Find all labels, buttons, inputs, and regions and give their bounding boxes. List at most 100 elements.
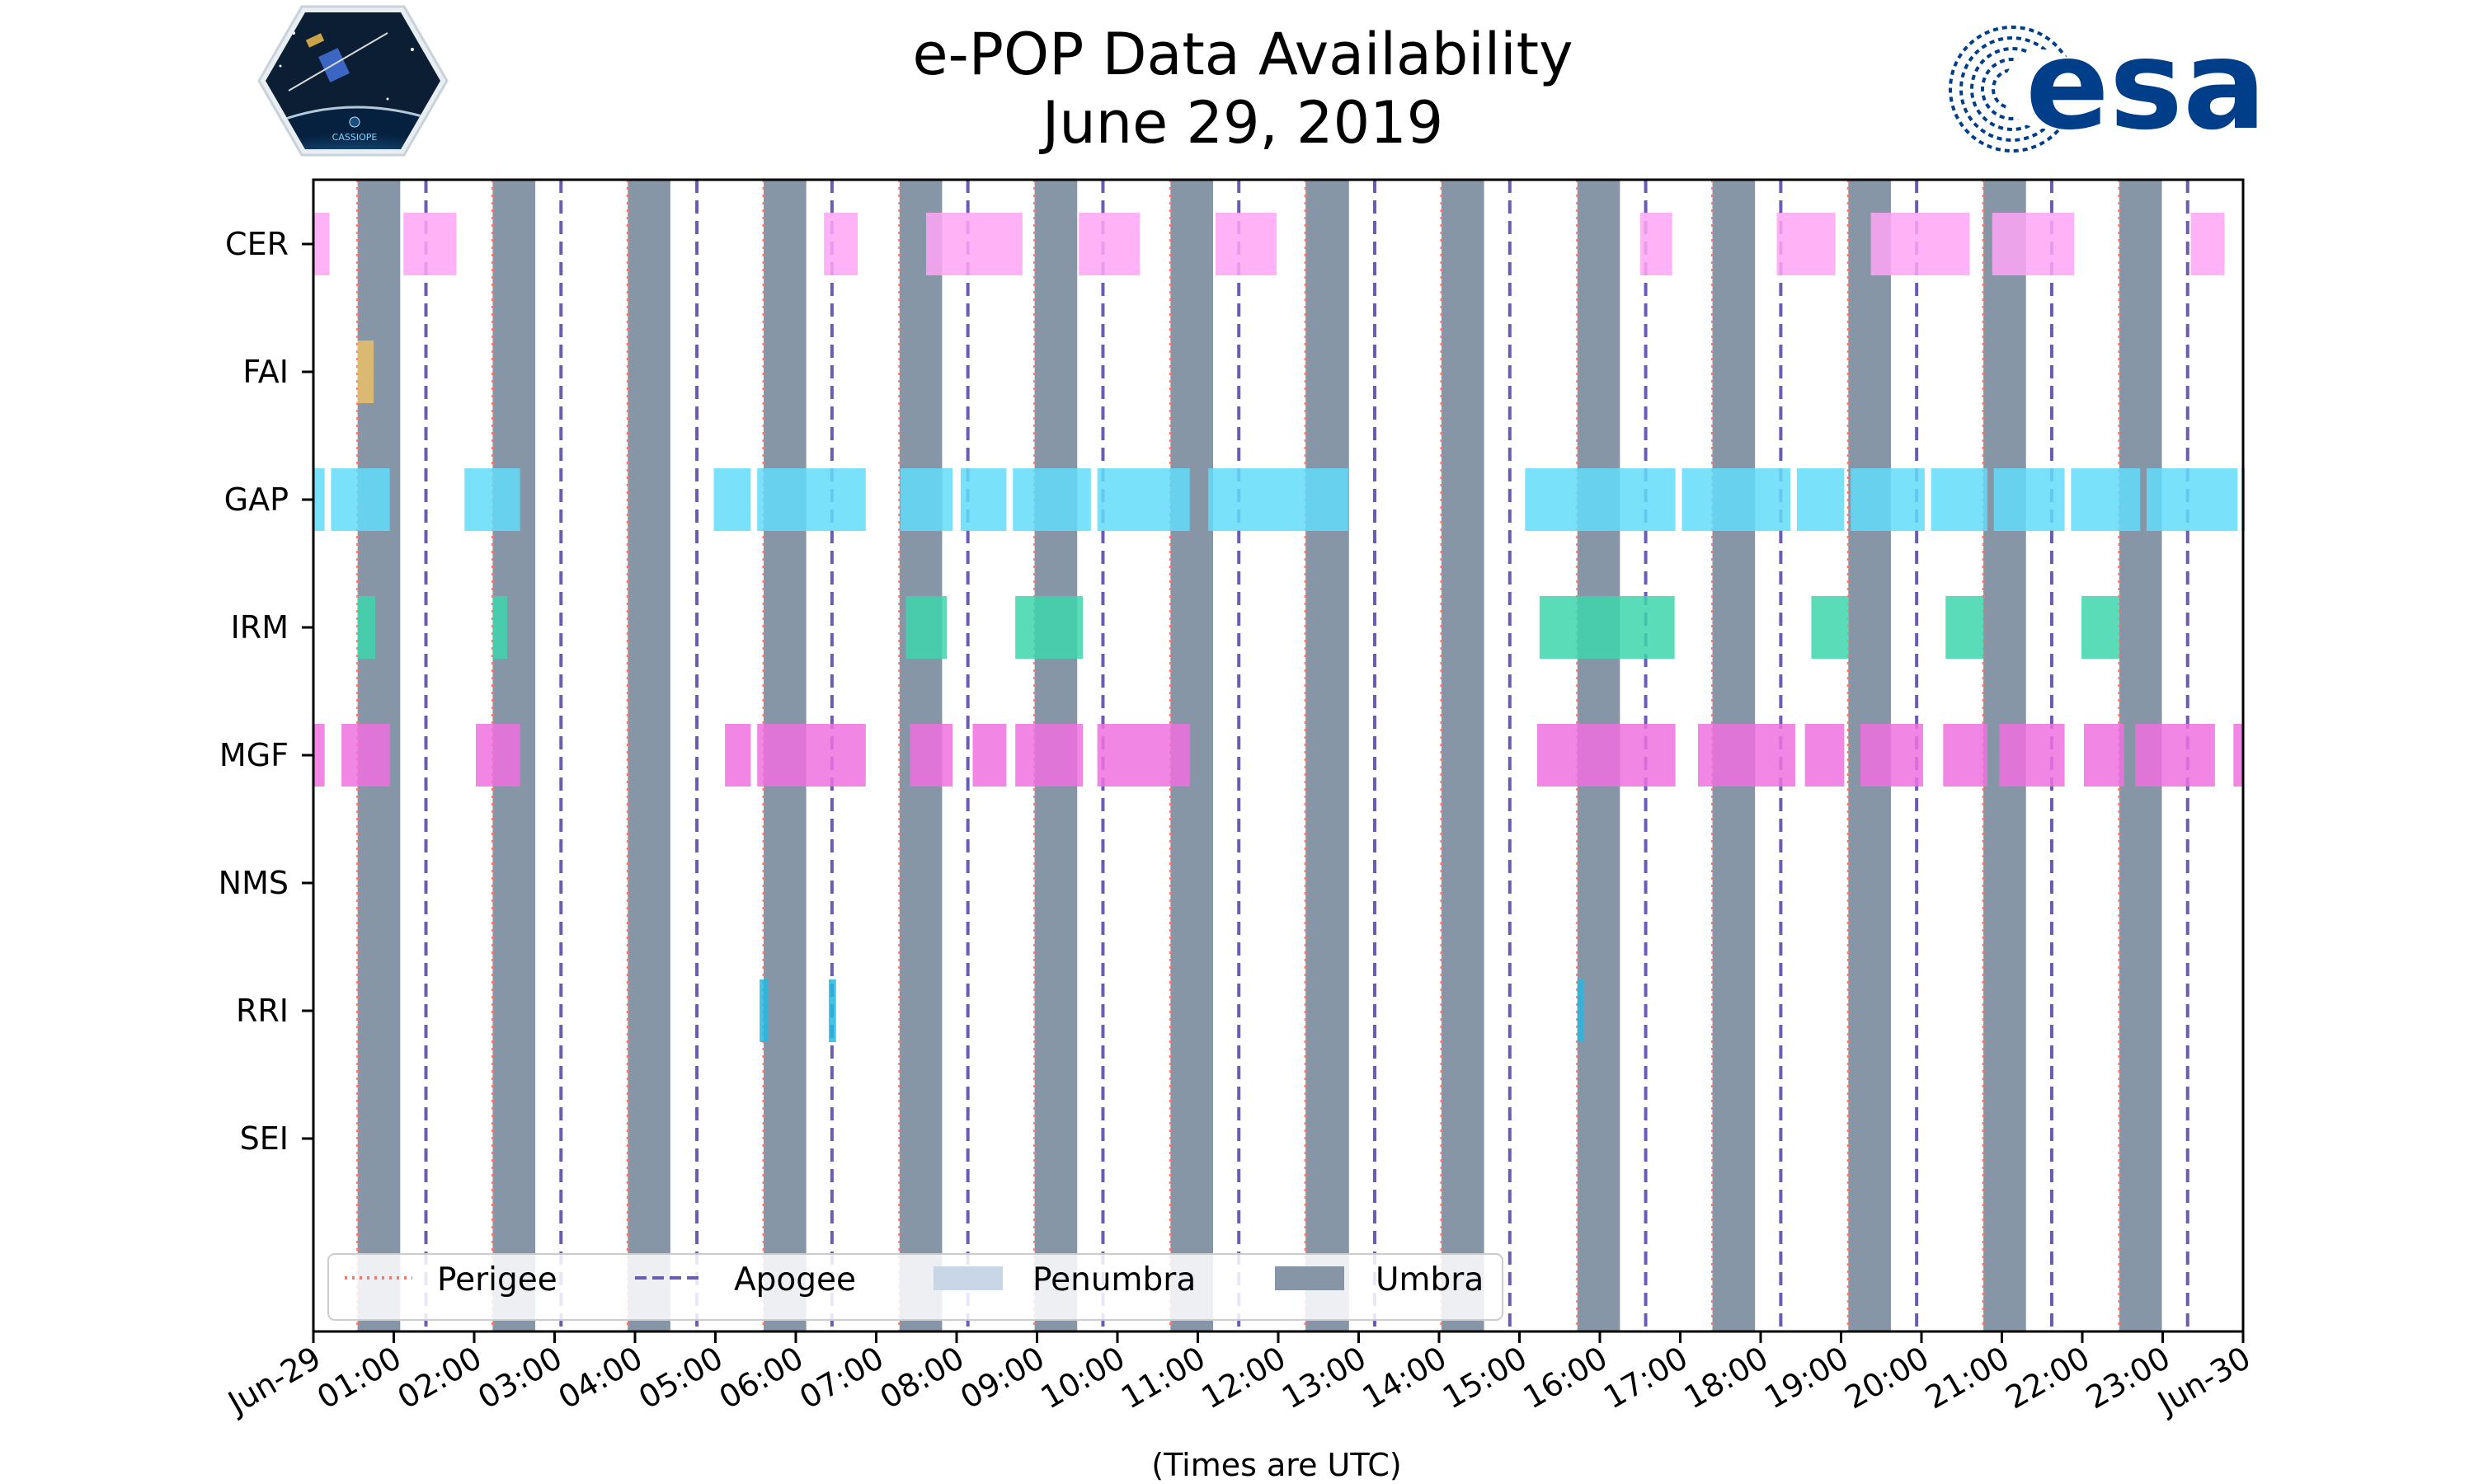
x-axis: Jun-2901:0002:0003:0004:0005:0006:0007:0… xyxy=(221,1331,2257,1422)
availability-bar-gap xyxy=(2071,468,2141,531)
availability-bar-cer xyxy=(1870,213,1970,275)
availability-bar-irm xyxy=(2081,596,2119,659)
x-tick-label: 05:00 xyxy=(633,1340,729,1416)
x-tick-label: 08:00 xyxy=(874,1340,971,1416)
x-tick-label: 11:00 xyxy=(1115,1340,1211,1416)
availability-bar-mgf xyxy=(1999,724,2065,787)
umbra-band xyxy=(1441,180,1484,1331)
availability-bar-cer xyxy=(1215,213,1277,275)
availability-bar-gap xyxy=(1993,468,2065,531)
availability-bar-cer xyxy=(2190,213,2225,275)
apogee-layer xyxy=(424,180,2189,1331)
availability-bar-mgf xyxy=(313,724,325,787)
availability-bar-cer xyxy=(1639,213,1672,275)
availability-bar-gap xyxy=(1208,468,1348,531)
availability-bar-rri xyxy=(760,979,769,1042)
availability-bar-cer xyxy=(1079,213,1141,275)
availability-bar-mgf xyxy=(1536,724,1676,787)
y-tick-label: SEI xyxy=(240,1120,289,1157)
x-tick-label: 09:00 xyxy=(954,1340,1051,1416)
legend-umbra-label: Umbra xyxy=(1376,1261,1484,1298)
availability-bar-cer xyxy=(403,213,457,275)
x-tick-label: 07:00 xyxy=(793,1340,890,1416)
cassiope-logo: CASSIOPE xyxy=(257,5,449,157)
availability-bar-mgf xyxy=(1943,724,1987,787)
availability-bar-mgf xyxy=(2083,724,2124,787)
y-tick-label: NMS xyxy=(219,865,289,901)
availability-bar-irm xyxy=(1539,596,1675,659)
legend-perigee-label: Perigee xyxy=(437,1261,557,1298)
legend-umbra-swatch xyxy=(1275,1266,1344,1290)
cassiope-logo-text: CASSIOPE xyxy=(332,132,378,143)
y-tick-label: MGF xyxy=(219,737,289,773)
x-tick-label: Jun-30 xyxy=(2151,1340,2257,1422)
availability-bar-cer xyxy=(1992,213,2075,275)
availability-bar-mgf xyxy=(725,724,751,787)
availability-bar-mgf xyxy=(1697,724,1795,787)
x-tick-label: 12:00 xyxy=(1196,1340,1292,1416)
availability-bar-gap xyxy=(1931,468,1987,531)
availability-bar-gap xyxy=(757,468,866,531)
x-tick-label: 14:00 xyxy=(1357,1340,1453,1416)
availability-bar-gap xyxy=(464,468,520,531)
umbra-band xyxy=(628,180,670,1331)
x-tick-label: 04:00 xyxy=(553,1340,649,1416)
legend-penumbra-swatch xyxy=(934,1266,1003,1290)
availability-bar-irm xyxy=(1811,596,1849,659)
availability-bar-gap xyxy=(1013,468,1091,531)
x-tick-label: 10:00 xyxy=(1035,1340,1131,1416)
x-tick-label: 06:00 xyxy=(713,1340,810,1416)
availability-bar-mgf xyxy=(1860,724,1923,787)
x-tick-label: 18:00 xyxy=(1678,1340,1775,1416)
availability-bar-irm xyxy=(492,596,507,659)
x-tick-label: 15:00 xyxy=(1437,1340,1533,1416)
x-tick-label: 20:00 xyxy=(1839,1340,1935,1416)
availability-bar-gap xyxy=(1796,468,1845,531)
availability-bar-gap xyxy=(1681,468,1791,531)
availability-bar-cer xyxy=(824,213,858,275)
x-tick-label: 16:00 xyxy=(1517,1340,1614,1416)
availability-bar-gap xyxy=(331,468,390,531)
x-tick-label: 02:00 xyxy=(392,1340,488,1416)
x-tick-label: 19:00 xyxy=(1758,1340,1855,1416)
y-tick-label: RRI xyxy=(236,993,289,1029)
availability-bar-mgf xyxy=(972,724,1007,787)
availability-bar-irm xyxy=(905,596,948,659)
availability-bar-gap xyxy=(1851,468,1925,531)
availability-bar-gap xyxy=(2147,468,2238,531)
y-tick-label: IRM xyxy=(231,609,289,646)
x-tick-label: 22:00 xyxy=(2000,1340,2096,1416)
y-tick-label: CER xyxy=(225,226,289,262)
plot-area xyxy=(312,178,2246,1333)
availability-bar-irm xyxy=(1945,596,1984,659)
availability-bar-gap xyxy=(1097,468,1190,531)
availability-bar-cer xyxy=(313,213,330,275)
esa-logo-text: esa xyxy=(2025,14,2266,157)
availability-bar-mgf xyxy=(910,724,953,787)
availability-bar-mgf xyxy=(757,724,866,787)
availability-bars xyxy=(313,213,2246,1042)
availability-bar-gap xyxy=(960,468,1007,531)
availability-bar-mgf xyxy=(475,724,520,787)
chart-subtitle: June 29, 2019 xyxy=(1039,89,1443,157)
availability-bar-mgf xyxy=(2135,724,2215,787)
y-tick-label: GAP xyxy=(224,481,289,518)
legend-box xyxy=(327,1253,1503,1321)
availability-bar-rri xyxy=(1577,979,1584,1042)
availability-bar-cer xyxy=(1776,213,1836,275)
x-tick-label: 03:00 xyxy=(472,1340,568,1416)
y-tick-label: FAI xyxy=(242,354,289,390)
x-axis-label: (Times are UTC) xyxy=(1151,1447,1401,1483)
legend-penumbra-label: Penumbra xyxy=(1032,1261,1196,1298)
availability-bar-mgf xyxy=(1015,724,1084,787)
chart-title: e-POP Data Availability xyxy=(912,21,1573,88)
legend: Perigee Apogee Penumbra Umbra xyxy=(327,1253,1503,1321)
availability-bar-mgf xyxy=(341,724,390,787)
x-tick-label: 21:00 xyxy=(1919,1340,2015,1416)
umbra-band xyxy=(1305,180,1349,1331)
availability-bar-irm xyxy=(1015,596,1084,659)
availability-bar-mgf xyxy=(1804,724,1845,787)
availability-bar-mgf xyxy=(1097,724,1190,787)
legend-apogee-label: Apogee xyxy=(734,1261,856,1298)
